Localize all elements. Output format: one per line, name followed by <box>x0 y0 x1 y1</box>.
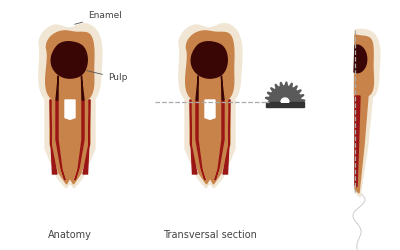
Text: Transversal section: Transversal section <box>163 230 257 240</box>
Polygon shape <box>45 100 95 188</box>
Polygon shape <box>51 42 87 78</box>
Polygon shape <box>266 102 304 107</box>
Polygon shape <box>46 31 94 104</box>
Polygon shape <box>185 100 235 188</box>
Text: Anatomy: Anatomy <box>48 230 92 240</box>
Polygon shape <box>222 76 224 100</box>
Polygon shape <box>186 31 234 104</box>
Polygon shape <box>179 24 242 108</box>
Polygon shape <box>281 98 289 102</box>
Polygon shape <box>190 100 230 184</box>
Polygon shape <box>205 100 215 119</box>
Text: Pulp: Pulp <box>87 71 127 83</box>
Polygon shape <box>355 97 372 197</box>
Polygon shape <box>355 96 360 187</box>
Polygon shape <box>196 76 198 100</box>
Polygon shape <box>354 30 380 99</box>
Polygon shape <box>39 24 102 108</box>
Polygon shape <box>50 100 57 174</box>
Polygon shape <box>82 76 84 100</box>
Polygon shape <box>56 76 58 100</box>
Polygon shape <box>83 100 90 174</box>
Polygon shape <box>56 100 65 180</box>
Polygon shape <box>355 96 368 193</box>
Polygon shape <box>354 45 367 73</box>
Polygon shape <box>65 100 75 119</box>
Polygon shape <box>215 100 224 180</box>
Polygon shape <box>191 42 227 78</box>
Polygon shape <box>190 100 197 174</box>
Polygon shape <box>75 100 84 180</box>
Polygon shape <box>223 100 230 174</box>
Text: Enamel: Enamel <box>75 12 122 24</box>
Polygon shape <box>266 82 305 102</box>
Polygon shape <box>50 100 90 184</box>
Polygon shape <box>196 100 205 180</box>
Polygon shape <box>355 34 374 96</box>
